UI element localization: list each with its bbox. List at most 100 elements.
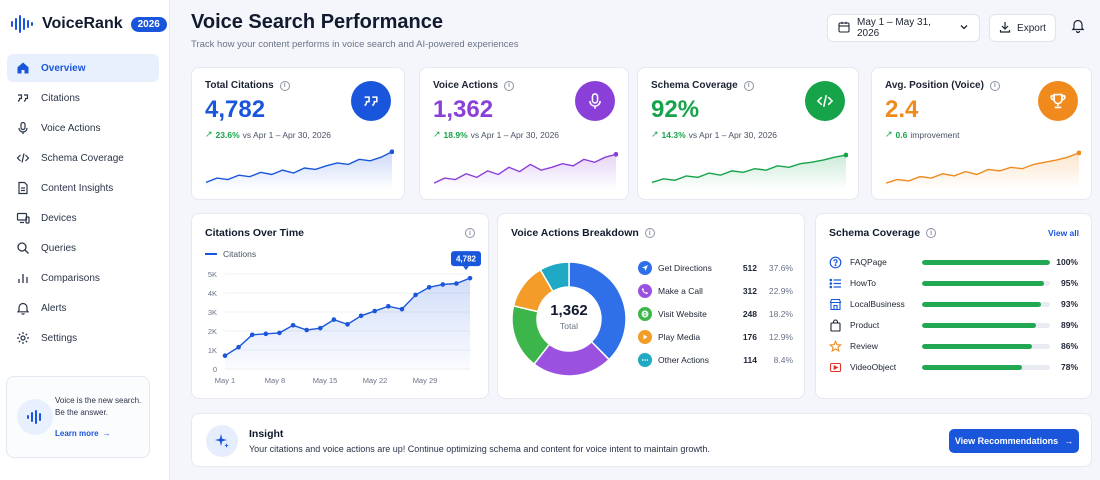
sidebar-item-schema-coverage[interactable]: Schema Coverage xyxy=(7,144,159,172)
shopping-bag-icon xyxy=(828,318,842,332)
schema-name: FAQPage xyxy=(850,257,887,267)
citations-data-point xyxy=(399,306,405,312)
schema-progress-bar xyxy=(922,343,1050,349)
schema-progress-fill xyxy=(922,322,1036,328)
info-icon[interactable]: i xyxy=(743,80,754,91)
breakdown-count: 248 xyxy=(742,309,757,319)
sparkline-end-point xyxy=(389,149,394,155)
navigation-icon xyxy=(638,261,652,275)
sidebar-item-label: Devices xyxy=(41,212,77,224)
citations-data-point xyxy=(263,331,269,337)
sparkline-line xyxy=(885,152,1080,184)
kpi-label-text: Voice Actions xyxy=(433,80,499,91)
quote-icon xyxy=(16,91,30,105)
citations-chart-title-text: Citations Over Time xyxy=(205,227,305,239)
schema-title-text: Schema Coverage xyxy=(829,227,921,239)
x-tick-label: May 1 xyxy=(215,376,235,385)
citations-line-chart: 0 1K 2K 3K 4K 5K May 1 May 8 May 15 May 22 May 29 4… xyxy=(208,251,481,385)
breakdown-row-make-a-call[interactable]: Make a Call 312 22.9% xyxy=(638,284,793,298)
callout-value: 4,782 xyxy=(456,255,477,264)
sidebar-item-citations[interactable]: Citations xyxy=(7,84,159,112)
notifications-button[interactable] xyxy=(1068,18,1088,38)
x-tick-label: May 8 xyxy=(265,376,285,385)
y-tick-label: 1K xyxy=(208,346,217,355)
breakdown-row-visit-website[interactable]: Visit Website 248 18.2% xyxy=(638,307,793,321)
kpi-card-total-citations[interactable]: Total Citations i 4,782 ↗ 23.6% vs Apr 1 – Ap… xyxy=(191,67,405,200)
breakdown-row-other-actions[interactable]: Other Actions 114 8.4% xyxy=(638,353,793,367)
trophy-icon xyxy=(1038,81,1078,121)
info-icon[interactable]: i xyxy=(504,80,515,91)
schema-name: Product xyxy=(850,320,880,330)
sidebar-item-voice-actions[interactable]: Voice Actions xyxy=(7,114,159,142)
sidebar-item-alerts[interactable]: Alerts xyxy=(7,294,159,322)
code-icon xyxy=(16,151,30,165)
kpi-comparison: vs Apr 1 – Apr 30, 2026 xyxy=(242,129,332,140)
citations-chart-title: Citations Over Time xyxy=(205,227,304,239)
sidebar-item-settings[interactable]: Settings xyxy=(7,324,159,352)
learn-more-link[interactable]: Learn more → xyxy=(55,429,111,438)
trend-up-icon: ↗ xyxy=(885,129,893,139)
sparkline-end-point xyxy=(1076,150,1081,156)
breakdown-name: Other Actions xyxy=(658,355,710,365)
promo-card: Voice is the new search. Be the answer. … xyxy=(6,376,150,458)
breakdown-percent: 18.2% xyxy=(768,309,793,319)
schema-row-faqpage[interactable]: FAQPage 100% xyxy=(828,255,1078,269)
insight-banner: Insight Your citations and voice actions… xyxy=(191,413,1092,467)
kpi-delta-value: 18.9% xyxy=(443,129,468,140)
info-icon[interactable]: i xyxy=(989,80,1000,91)
help-circle-icon xyxy=(828,255,842,269)
view-recommendations-button[interactable]: View Recommendations → xyxy=(949,429,1079,453)
trend-up-icon: ↗ xyxy=(205,129,213,139)
schema-title: Schema Coverage i xyxy=(829,227,937,239)
info-icon[interactable]: i xyxy=(465,228,475,238)
kpi-card-avg-position-voice[interactable]: Avg. Position (Voice) i 2.4 ↗ 0.6 improvement xyxy=(871,67,1092,200)
schema-row-review[interactable]: Review 86% xyxy=(828,339,1078,353)
code-icon xyxy=(805,81,845,121)
x-tick-label: May 22 xyxy=(363,376,388,385)
breakdown-row-play-media[interactable]: Play Media 176 12.9% xyxy=(638,330,793,344)
brand[interactable]: VoiceRank 2026 xyxy=(10,12,167,36)
date-range-picker[interactable]: May 1 – May 31, 2026 xyxy=(827,14,980,42)
download-icon xyxy=(999,21,1011,36)
schema-progress-bar xyxy=(922,301,1050,307)
info-icon[interactable]: i xyxy=(926,228,937,238)
donut-slice-other-actions[interactable] xyxy=(539,261,570,293)
breakdown-title-text: Voice Actions Breakdown xyxy=(511,227,639,239)
promo-text: Voice is the new search. Be the answer. xyxy=(55,396,142,417)
citations-data-point xyxy=(277,330,282,336)
microphone-icon xyxy=(16,121,30,135)
sidebar-item-label: Voice Actions xyxy=(41,122,101,134)
sidebar-item-label: Overview xyxy=(41,62,86,74)
schema-row-product[interactable]: Product 89% xyxy=(828,318,1078,332)
donut-slice-get-directions[interactable] xyxy=(568,261,627,361)
schema-coverage-card: Schema Coverage i View all FAQPage 100% Ho… xyxy=(815,213,1092,399)
sidebar-item-content-insights[interactable]: Content Insights xyxy=(7,174,159,202)
breakdown-count: 114 xyxy=(743,355,757,365)
info-icon[interactable]: i xyxy=(279,80,290,91)
breakdown-percent: 37.6% xyxy=(768,263,793,273)
kpi-delta: ↗ 18.9% vs Apr 1 – Apr 30, 2026 xyxy=(433,129,559,140)
kpi-card-voice-actions[interactable]: Voice Actions i 1,362 ↗ 18.9% vs Apr 1 – Apr … xyxy=(419,67,629,200)
kpi-label-text: Avg. Position (Voice) xyxy=(885,80,984,91)
breakdown-row-get-directions[interactable]: Get Directions 512 37.6% xyxy=(638,261,793,275)
schema-row-localbusiness[interactable]: LocalBusiness 93% xyxy=(828,297,1078,311)
breakdown-percent: 12.9% xyxy=(768,332,793,342)
kpi-sparkline xyxy=(885,150,1081,190)
sidebar-item-comparisons[interactable]: Comparisons xyxy=(7,264,159,292)
sparkle-icon xyxy=(206,425,238,457)
sidebar-item-label: Settings xyxy=(41,332,78,344)
view-all-link[interactable]: View all xyxy=(1047,228,1079,238)
export-button[interactable]: Export xyxy=(989,14,1056,42)
sidebar-item-devices[interactable]: Devices xyxy=(7,204,159,232)
info-icon[interactable]: i xyxy=(644,228,655,238)
sidebar-item-queries[interactable]: Queries xyxy=(7,234,159,262)
schema-row-howto[interactable]: HowTo 95% xyxy=(828,276,1078,290)
citations-data-point xyxy=(426,285,432,290)
schema-progress-fill xyxy=(922,301,1042,307)
kpi-label: Voice Actions i xyxy=(433,80,515,91)
sidebar-item-overview[interactable]: Overview xyxy=(7,54,159,82)
kpi-card-schema-coverage[interactable]: Schema Coverage i 92% ↗ 14.3% vs Apr 1 – Apr … xyxy=(637,67,859,200)
kpi-delta-value: 0.6 xyxy=(895,129,908,140)
sparkline-line xyxy=(651,154,847,184)
schema-row-videoobject[interactable]: VideoObject 78% xyxy=(828,360,1078,374)
